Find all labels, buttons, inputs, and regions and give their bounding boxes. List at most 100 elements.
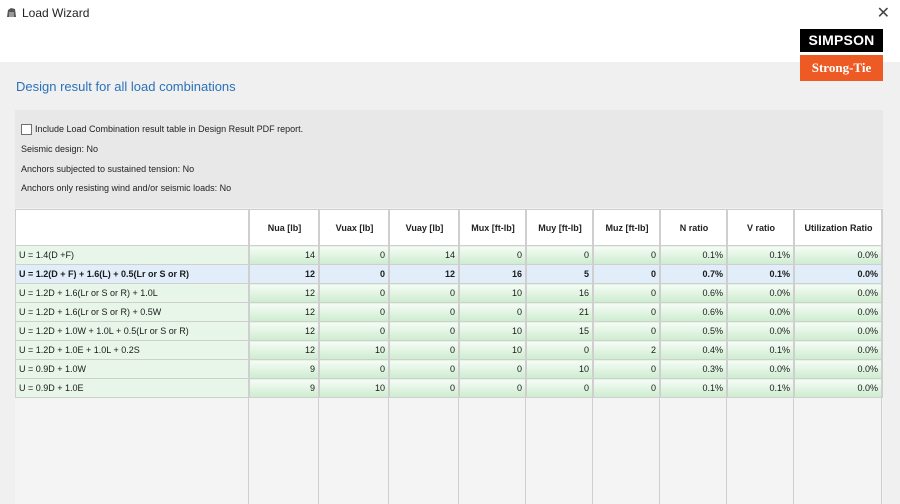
logo-top-text: SIMPSON (800, 29, 883, 52)
cell-v-ratio: 0.0% (727, 283, 795, 303)
cell-vuay: 0 (389, 283, 460, 303)
cell-vuay: 0 (389, 378, 460, 398)
cell-vuay: 12 (389, 264, 460, 284)
cell-utilization-ratio: 0.0% (794, 302, 883, 322)
table-row[interactable]: U = 1.2(D + F) + 1.6(L) + 0.5(Lr or S or… (15, 264, 883, 284)
column-header-utilization-ratio[interactable]: Utilization Ratio (794, 209, 883, 246)
cell-utilization-ratio: 0.0% (794, 359, 883, 379)
cell-n-ratio: 0.7% (660, 264, 728, 284)
include-in-report-checkbox[interactable] (21, 124, 32, 136)
cell-mux: 10 (459, 283, 527, 303)
cell-nua: 9 (249, 378, 320, 398)
cell-n-ratio: 0.3% (660, 359, 728, 379)
cell-n-ratio: 0.1% (660, 245, 728, 265)
cell-nua: 12 (249, 340, 320, 360)
column-header-vuay[interactable]: Vuay [lb] (389, 209, 460, 246)
column-header-n-ratio[interactable]: N ratio (660, 209, 728, 246)
include-in-report-label[interactable]: Include Load Combination result table in… (35, 124, 304, 134)
cell-n-ratio: 0.6% (660, 302, 728, 322)
cell-combination: U = 0.9D + 1.0W (15, 359, 250, 379)
cell-n-ratio: 0.1% (660, 378, 728, 398)
cell-muz: 0 (593, 359, 661, 379)
column-header-muz[interactable]: Muz [ft-lb] (593, 209, 661, 246)
cell-muz: 0 (593, 378, 661, 398)
cell-muz: 0 (593, 283, 661, 303)
cell-nua: 14 (249, 245, 320, 265)
cell-combination: U = 1.2(D + F) + 1.6(L) + 0.5(Lr or S or… (15, 264, 250, 284)
cell-utilization-ratio: 0.0% (794, 340, 883, 360)
cell-vuax: 0 (319, 283, 390, 303)
cell-nua: 9 (249, 359, 320, 379)
page-title: Design result for all load combinations (16, 79, 236, 94)
cell-v-ratio: 0.1% (727, 264, 795, 284)
cell-utilization-ratio: 0.0% (794, 283, 883, 303)
header-banner (0, 26, 900, 62)
cell-mux: 16 (459, 264, 527, 284)
column-header-combination[interactable] (15, 209, 250, 246)
title-bar: Load Wizard ✕ (0, 0, 900, 26)
cell-n-ratio: 0.4% (660, 340, 728, 360)
cell-vuay: 0 (389, 302, 460, 322)
cell-muz: 2 (593, 340, 661, 360)
cell-mux: 0 (459, 378, 527, 398)
cell-utilization-ratio: 0.0% (794, 245, 883, 265)
options-panel: Include Load Combination result table in… (15, 110, 883, 208)
cell-vuax: 0 (319, 359, 390, 379)
logo-bottom-text: Strong-Tie (800, 55, 883, 81)
cell-vuax: 0 (319, 302, 390, 322)
cell-v-ratio: 0.0% (727, 302, 795, 322)
cell-muz: 0 (593, 321, 661, 341)
column-header-vuax[interactable]: Vuax [lb] (319, 209, 390, 246)
seismic-design-text: Seismic design: No (21, 144, 99, 154)
cell-mux: 10 (459, 340, 527, 360)
cell-utilization-ratio: 0.0% (794, 378, 883, 398)
sustained-tension-text: Anchors subjected to sustained tension: … (21, 164, 195, 174)
table-row[interactable]: U = 0.9D + 1.0E 9 10 0 0 0 0 0.1% 0.1% 0.0% (15, 378, 883, 398)
cell-combination: U = 1.2D + 1.0E + 1.0L + 0.2S (15, 340, 250, 360)
table-row[interactable]: U = 1.2D + 1.6(Lr or S or R) + 0.5W 12 0 0 0… (15, 302, 883, 322)
table-row[interactable]: U = 1.2D + 1.0E + 1.0L + 0.2S 12 10 0 10 0 2 0.… (15, 340, 883, 360)
column-header-mux[interactable]: Mux [ft-lb] (459, 209, 527, 246)
cell-mux: 10 (459, 321, 527, 341)
column-header-nua[interactable]: Nua [lb] (249, 209, 320, 246)
column-header-v-ratio[interactable]: V ratio (727, 209, 795, 246)
table-row[interactable]: U = 1.4(D +F) 14 0 14 0 0 0 0.1% 0.1% 0.0% (15, 245, 883, 265)
cell-combination: U = 0.9D + 1.0E (15, 378, 250, 398)
cell-muz: 0 (593, 302, 661, 322)
include-in-report-option[interactable]: Include Load Combination result table in… (21, 124, 304, 136)
cell-v-ratio: 0.1% (727, 340, 795, 360)
cell-v-ratio: 0.0% (727, 321, 795, 341)
cell-vuay: 0 (389, 359, 460, 379)
cell-combination: U = 1.2D + 1.0W + 1.0L + 0.5(Lr or S or … (15, 321, 250, 341)
cell-vuay: 0 (389, 340, 460, 360)
close-icon[interactable]: ✕ (876, 5, 890, 22)
cell-combination: U = 1.2D + 1.6(Lr or S or R) + 1.0L (15, 283, 250, 303)
cell-utilization-ratio: 0.0% (794, 321, 883, 341)
table-row[interactable]: U = 0.9D + 1.0W 9 0 0 0 10 0 0.3% 0.0% 0.0% (15, 359, 883, 379)
cell-vuax: 0 (319, 321, 390, 341)
table-row[interactable]: U = 1.2D + 1.0W + 1.0L + 0.5(Lr or S or … (15, 321, 883, 341)
cell-n-ratio: 0.6% (660, 283, 728, 303)
cell-muy: 0 (526, 378, 594, 398)
cell-vuax: 10 (319, 340, 390, 360)
cell-muy: 0 (526, 245, 594, 265)
cell-vuax: 0 (319, 264, 390, 284)
cell-muy: 5 (526, 264, 594, 284)
table-row[interactable]: U = 1.2D + 1.6(Lr or S or R) + 1.0L 12 0 0 1… (15, 283, 883, 303)
cell-muy: 16 (526, 283, 594, 303)
cell-mux: 0 (459, 245, 527, 265)
cell-vuay: 14 (389, 245, 460, 265)
cell-vuay: 0 (389, 321, 460, 341)
column-header-muy[interactable]: Muy [ft-lb] (526, 209, 594, 246)
simpson-strong-tie-logo: SIMPSON Strong-Tie (800, 29, 883, 81)
cell-vuax: 10 (319, 378, 390, 398)
cell-combination: U = 1.2D + 1.6(Lr or S or R) + 0.5W (15, 302, 250, 322)
cell-combination: U = 1.4(D +F) (15, 245, 250, 265)
results-table: Nua [lb] Vuax [lb] Vuay [lb] Mux [ft-lb] Muy… (15, 209, 883, 504)
cell-muy: 10 (526, 359, 594, 379)
cell-muy: 0 (526, 340, 594, 360)
window-title: Load Wizard (22, 6, 90, 20)
cell-n-ratio: 0.5% (660, 321, 728, 341)
cell-vuax: 0 (319, 245, 390, 265)
cell-utilization-ratio: 0.0% (794, 264, 883, 284)
